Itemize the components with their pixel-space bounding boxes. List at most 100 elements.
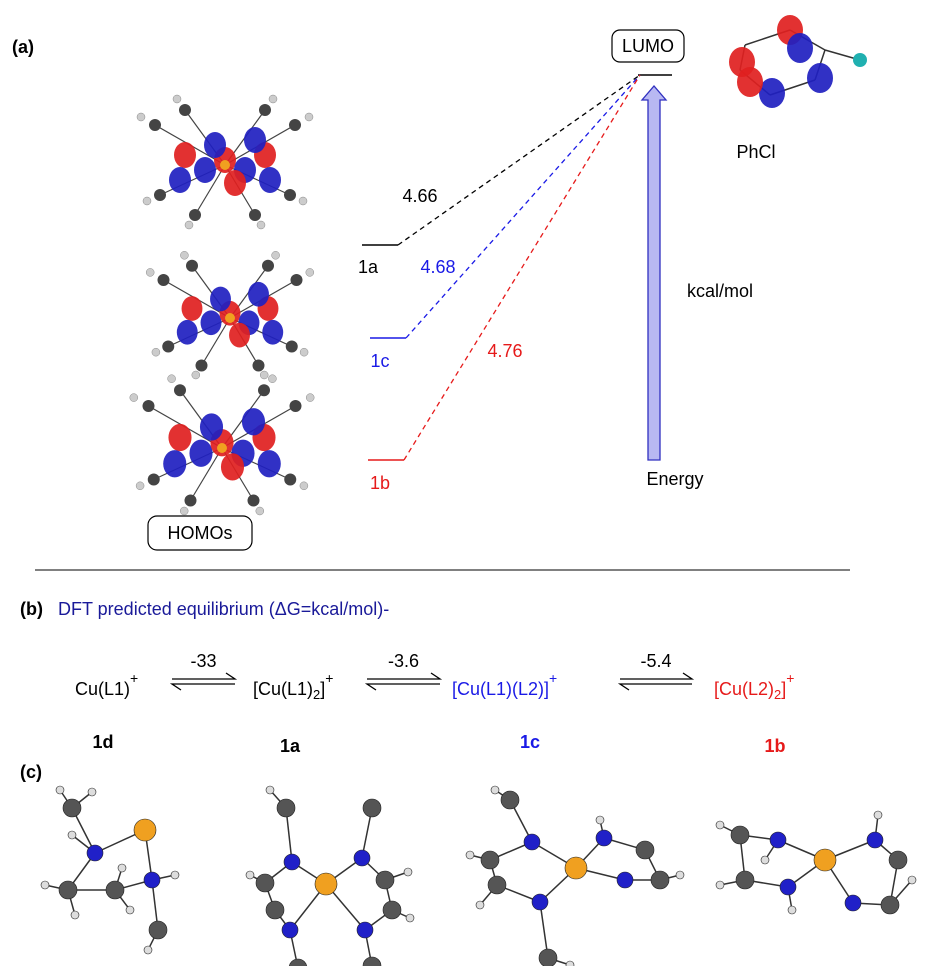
orbital-lobe (221, 453, 244, 480)
compound-label: 1a (280, 736, 301, 756)
atom (284, 854, 300, 870)
species-part: + (130, 670, 138, 686)
atom (158, 274, 170, 286)
atom (171, 871, 179, 879)
atom (289, 959, 307, 966)
atom (249, 209, 261, 221)
species-part: [Cu(L1) (253, 679, 313, 699)
atom (300, 348, 308, 356)
atom (501, 791, 519, 809)
atom (268, 375, 276, 383)
atom (41, 881, 49, 889)
atom (152, 348, 160, 356)
atom (282, 922, 298, 938)
atom (867, 832, 883, 848)
orbital-lobe (201, 310, 222, 335)
orbital-lobe (169, 167, 191, 193)
orbital-lobe (262, 320, 283, 345)
orbital-lobe (259, 167, 281, 193)
atom (266, 786, 274, 794)
atom (246, 871, 254, 879)
atom (814, 849, 836, 871)
atom (63, 799, 81, 817)
figure: (a) LUMO PhCl kcal/mol Energy HOMOs (b) … (0, 0, 925, 966)
panel-label: (b) (20, 599, 43, 619)
atom (404, 868, 412, 876)
species-part: 2 (313, 687, 320, 702)
orbital-lobe (163, 450, 186, 477)
orbital-lobe (174, 142, 196, 168)
atom (56, 786, 64, 794)
atom (149, 921, 167, 939)
orbital-lobe (189, 440, 212, 467)
species-part: [Cu(L2) (714, 679, 774, 699)
atom (770, 832, 786, 848)
atom (179, 104, 191, 116)
level-label: 1c (370, 351, 389, 371)
atom (88, 788, 96, 796)
atom (476, 901, 484, 909)
atom (636, 841, 654, 859)
atom (180, 251, 188, 259)
atom (185, 495, 197, 507)
orbital-lobe (244, 127, 266, 153)
atom (596, 816, 604, 824)
equilibrium-arrow (620, 673, 692, 690)
atom (136, 482, 144, 490)
atom (565, 857, 587, 879)
gap-value: 4.76 (487, 341, 522, 361)
orbital-lobe (210, 287, 231, 312)
atom (196, 360, 208, 372)
atom (68, 831, 76, 839)
compound-label: 1d (92, 732, 113, 752)
atom (217, 443, 227, 453)
atom (466, 851, 474, 859)
atom (853, 53, 867, 67)
atom (524, 834, 540, 850)
atom (186, 260, 198, 272)
atom (126, 906, 134, 914)
panel-label: (c) (20, 762, 42, 782)
atom (269, 95, 277, 103)
atom (272, 251, 280, 259)
atom (736, 871, 754, 889)
orbital-lobe (229, 323, 250, 348)
orbital-lobe (787, 33, 813, 63)
orbital-lobe (248, 282, 269, 307)
atom (761, 856, 769, 864)
species-part: + (786, 670, 794, 686)
panel-label: (a) (12, 37, 34, 57)
atom (881, 896, 899, 914)
atom (780, 879, 796, 895)
atom (144, 946, 152, 954)
atom (306, 268, 314, 276)
atom (148, 474, 160, 486)
orbital-lobe (204, 132, 226, 158)
delta-g: -3.6 (388, 651, 419, 671)
atom (143, 197, 151, 205)
gap-line (406, 75, 640, 338)
atom (180, 507, 188, 515)
orbital-lobe (737, 67, 763, 97)
atom (71, 911, 79, 919)
atom (257, 221, 265, 229)
panel-title: DFT predicted equilibrium (ΔG=kcal/mol)- (58, 599, 389, 619)
atom (262, 260, 274, 272)
atom (908, 876, 916, 884)
species: [Cu(L1)2]+ (253, 670, 333, 703)
orbital-lobe (807, 63, 833, 93)
orbital-lobe (200, 413, 223, 440)
equilibrium-arrow (367, 673, 440, 690)
species-part: [Cu(L1)(L2)] (452, 679, 549, 699)
atom (315, 873, 337, 895)
atom (185, 221, 193, 229)
atom (256, 507, 264, 515)
compound-label: 1b (764, 736, 785, 756)
atom (168, 375, 176, 383)
atom (383, 901, 401, 919)
atom (491, 786, 499, 794)
atom (363, 799, 381, 817)
atom (149, 119, 161, 131)
level-label: 1a (358, 257, 379, 277)
atom (363, 957, 381, 966)
